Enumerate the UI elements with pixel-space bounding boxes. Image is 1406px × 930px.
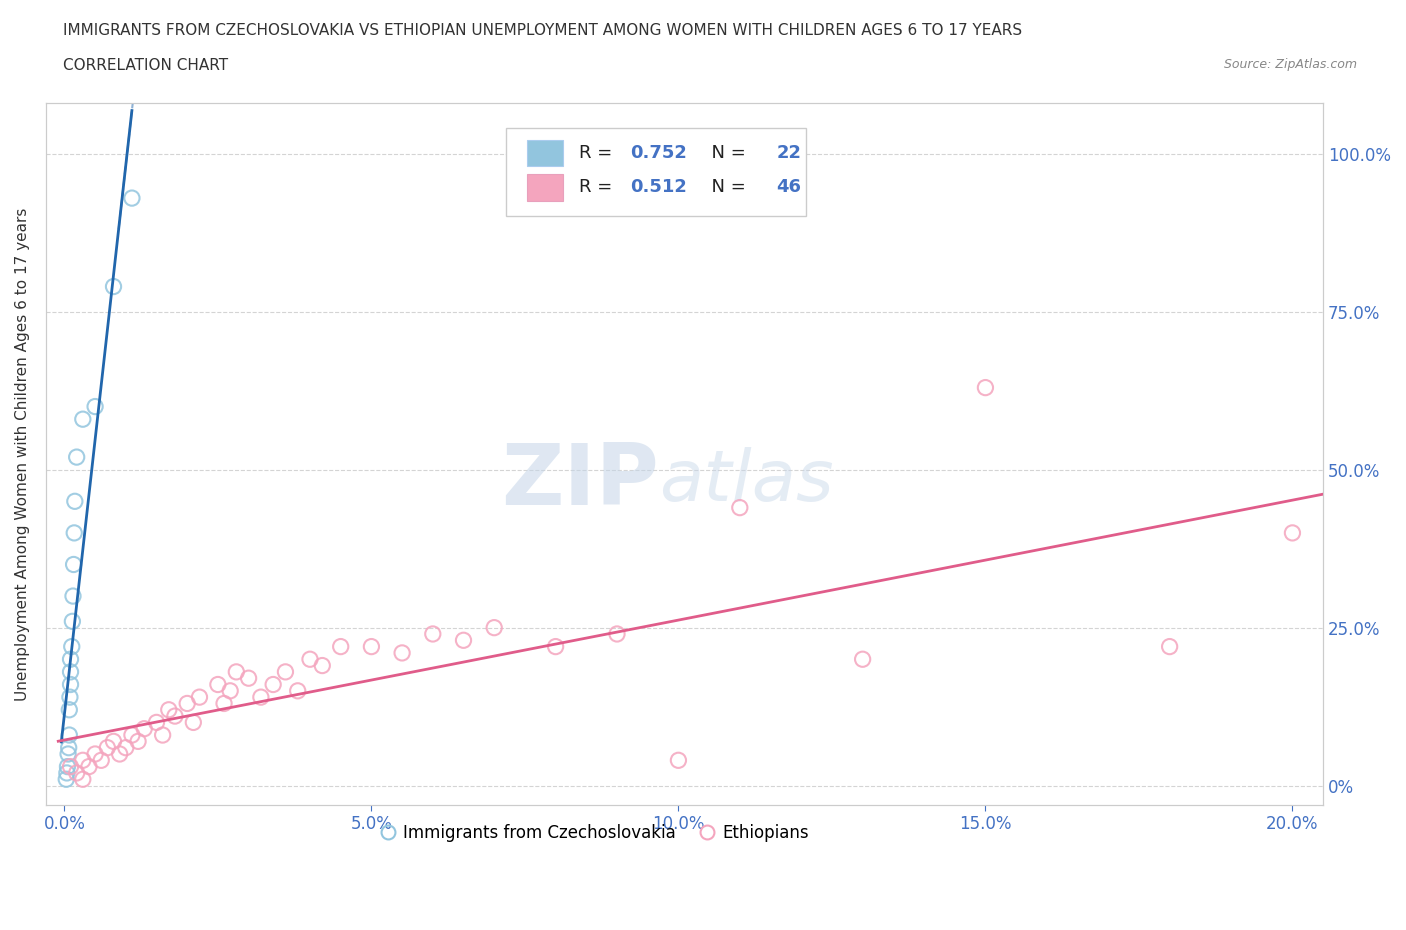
Point <box>298 652 321 667</box>
Point <box>72 412 94 427</box>
Point <box>157 702 180 717</box>
Point <box>212 696 235 711</box>
Point <box>108 747 131 762</box>
Point <box>183 715 205 730</box>
Point <box>668 753 690 768</box>
Bar <box>527 140 564 166</box>
Text: 22: 22 <box>776 144 801 162</box>
Point <box>262 677 284 692</box>
Point <box>58 702 80 717</box>
Point <box>66 765 89 780</box>
Text: 46: 46 <box>776 179 801 196</box>
Point <box>176 696 198 711</box>
Point <box>544 639 567 654</box>
Point <box>974 380 997 395</box>
Point <box>56 747 79 762</box>
Point <box>59 759 82 774</box>
Point <box>60 614 83 629</box>
Text: 0.752: 0.752 <box>630 144 686 162</box>
Text: N =: N = <box>700 179 751 196</box>
Point <box>90 753 112 768</box>
Point <box>163 709 186 724</box>
Point <box>103 734 125 749</box>
Point <box>63 494 86 509</box>
Point <box>84 399 107 414</box>
Point <box>55 772 77 787</box>
Text: Source: ZipAtlas.com: Source: ZipAtlas.com <box>1223 58 1357 71</box>
Text: CORRELATION CHART: CORRELATION CHART <box>63 58 228 73</box>
Point <box>145 715 167 730</box>
Point <box>250 690 273 705</box>
Point <box>56 765 79 780</box>
Point <box>329 639 352 654</box>
Point <box>59 690 82 705</box>
Point <box>311 658 333 673</box>
Point <box>72 753 94 768</box>
Y-axis label: Unemployment Among Women with Children Ages 6 to 17 years: Unemployment Among Women with Children A… <box>15 207 30 700</box>
Point <box>207 677 229 692</box>
Point <box>728 500 751 515</box>
Legend: Immigrants from Czechoslovakia, Ethiopians: Immigrants from Czechoslovakia, Ethiopia… <box>374 817 815 849</box>
Point <box>188 690 211 705</box>
Point <box>238 671 260 685</box>
Point <box>852 652 875 667</box>
Point <box>152 727 174 742</box>
Point <box>1281 525 1303 540</box>
Point <box>225 664 247 679</box>
FancyBboxPatch shape <box>506 128 806 216</box>
Point <box>391 645 413 660</box>
Point <box>58 740 80 755</box>
Text: N =: N = <box>700 144 751 162</box>
Text: 0.512: 0.512 <box>630 179 686 196</box>
Point <box>453 632 475 647</box>
Text: R =: R = <box>578 179 617 196</box>
Point <box>59 677 82 692</box>
Point <box>121 727 143 742</box>
Text: IMMIGRANTS FROM CZECHOSLOVAKIA VS ETHIOPIAN UNEMPLOYMENT AMONG WOMEN WITH CHILDR: IMMIGRANTS FROM CZECHOSLOVAKIA VS ETHIOP… <box>63 23 1022 38</box>
Point <box>59 652 82 667</box>
Point <box>84 747 107 762</box>
Point <box>56 759 79 774</box>
Point <box>59 664 82 679</box>
Point <box>72 772 94 787</box>
Text: R =: R = <box>578 144 617 162</box>
Point <box>62 589 84 604</box>
Point <box>482 620 505 635</box>
Point <box>60 639 83 654</box>
Point <box>121 191 143 206</box>
Point <box>58 727 80 742</box>
Point <box>274 664 297 679</box>
Point <box>63 525 86 540</box>
Point <box>127 734 149 749</box>
Point <box>360 639 382 654</box>
Point <box>62 557 84 572</box>
Bar <box>527 174 564 201</box>
Point <box>114 740 136 755</box>
Point <box>77 759 100 774</box>
Point <box>66 450 89 465</box>
Point <box>103 279 125 294</box>
Point <box>287 684 309 698</box>
Point <box>606 627 628 642</box>
Point <box>96 740 118 755</box>
Text: atlas: atlas <box>659 447 834 516</box>
Point <box>219 684 242 698</box>
Point <box>422 627 444 642</box>
Text: ZIP: ZIP <box>502 441 659 524</box>
Point <box>134 722 156 737</box>
Point <box>1159 639 1181 654</box>
